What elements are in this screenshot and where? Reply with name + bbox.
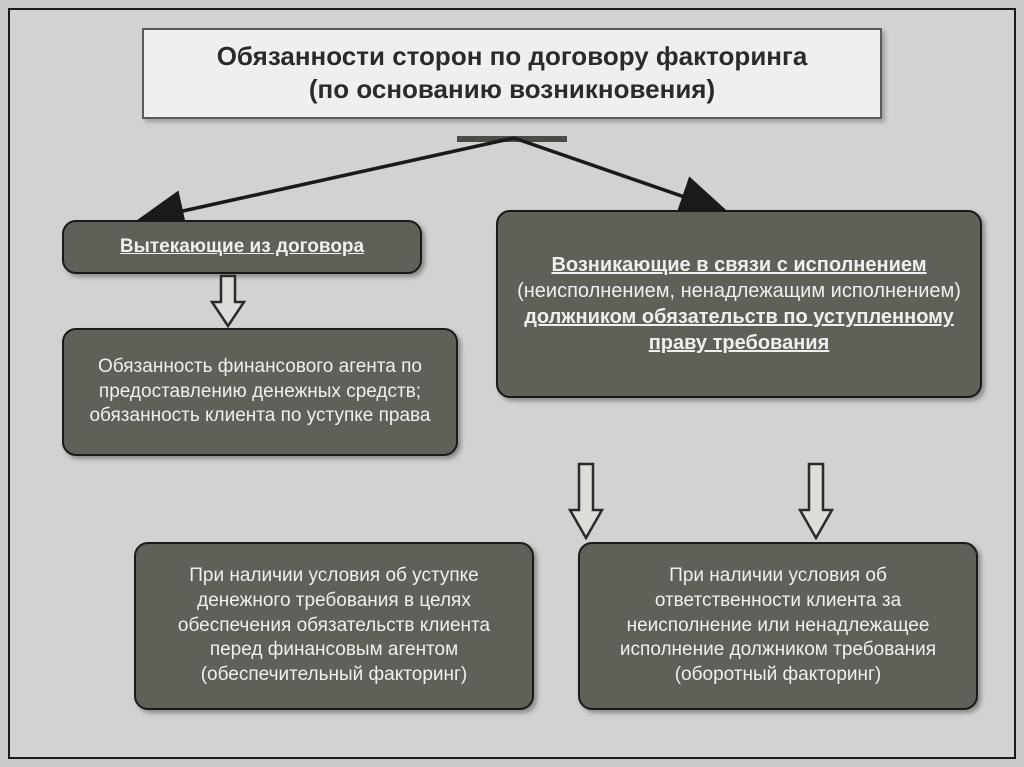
node-right-header-text: Возникающие в связи с исполнением (неисп… — [516, 252, 962, 356]
right-u1: Возникающие в связи с исполнением — [551, 254, 926, 276]
right-u2: должником обязательств по уступленному п… — [524, 306, 954, 354]
node-left-header-text: Вытекающие из договора — [82, 235, 402, 260]
node-bottom-left-text: При наличии условия об уступке денежного… — [154, 564, 514, 687]
diagram-title: Обязанности сторон по договору факторинг… — [164, 40, 860, 105]
node-left-body: Обязанность финансового агента по предос… — [62, 328, 458, 456]
diagram-canvas: Обязанности сторон по договору факторинг… — [8, 8, 1016, 759]
block-arrow-2 — [568, 462, 604, 540]
title-accent-bar — [457, 136, 567, 142]
title-line-1: Обязанности сторон по договору факторинг… — [217, 41, 808, 71]
node-bottom-right-text: При наличии условия об ответственности к… — [598, 564, 958, 687]
title-line-2: (по основанию возникновения) — [309, 74, 715, 104]
node-left-header: Вытекающие из договора — [62, 220, 422, 274]
node-left-body-text: Обязанность финансового агента по предос… — [82, 355, 438, 429]
node-bottom-right: При наличии условия об ответственности к… — [578, 542, 978, 710]
title-box: Обязанности сторон по договору факторинг… — [142, 28, 882, 119]
node-bottom-left: При наличии условия об уступке денежного… — [134, 542, 534, 710]
block-arrow-3 — [798, 462, 834, 540]
block-arrow-1 — [210, 274, 246, 328]
node-right-header: Возникающие в связи с исполнением (неисп… — [496, 210, 982, 398]
right-plain: (неисполнением, ненадлежащим исполнением… — [517, 280, 961, 302]
